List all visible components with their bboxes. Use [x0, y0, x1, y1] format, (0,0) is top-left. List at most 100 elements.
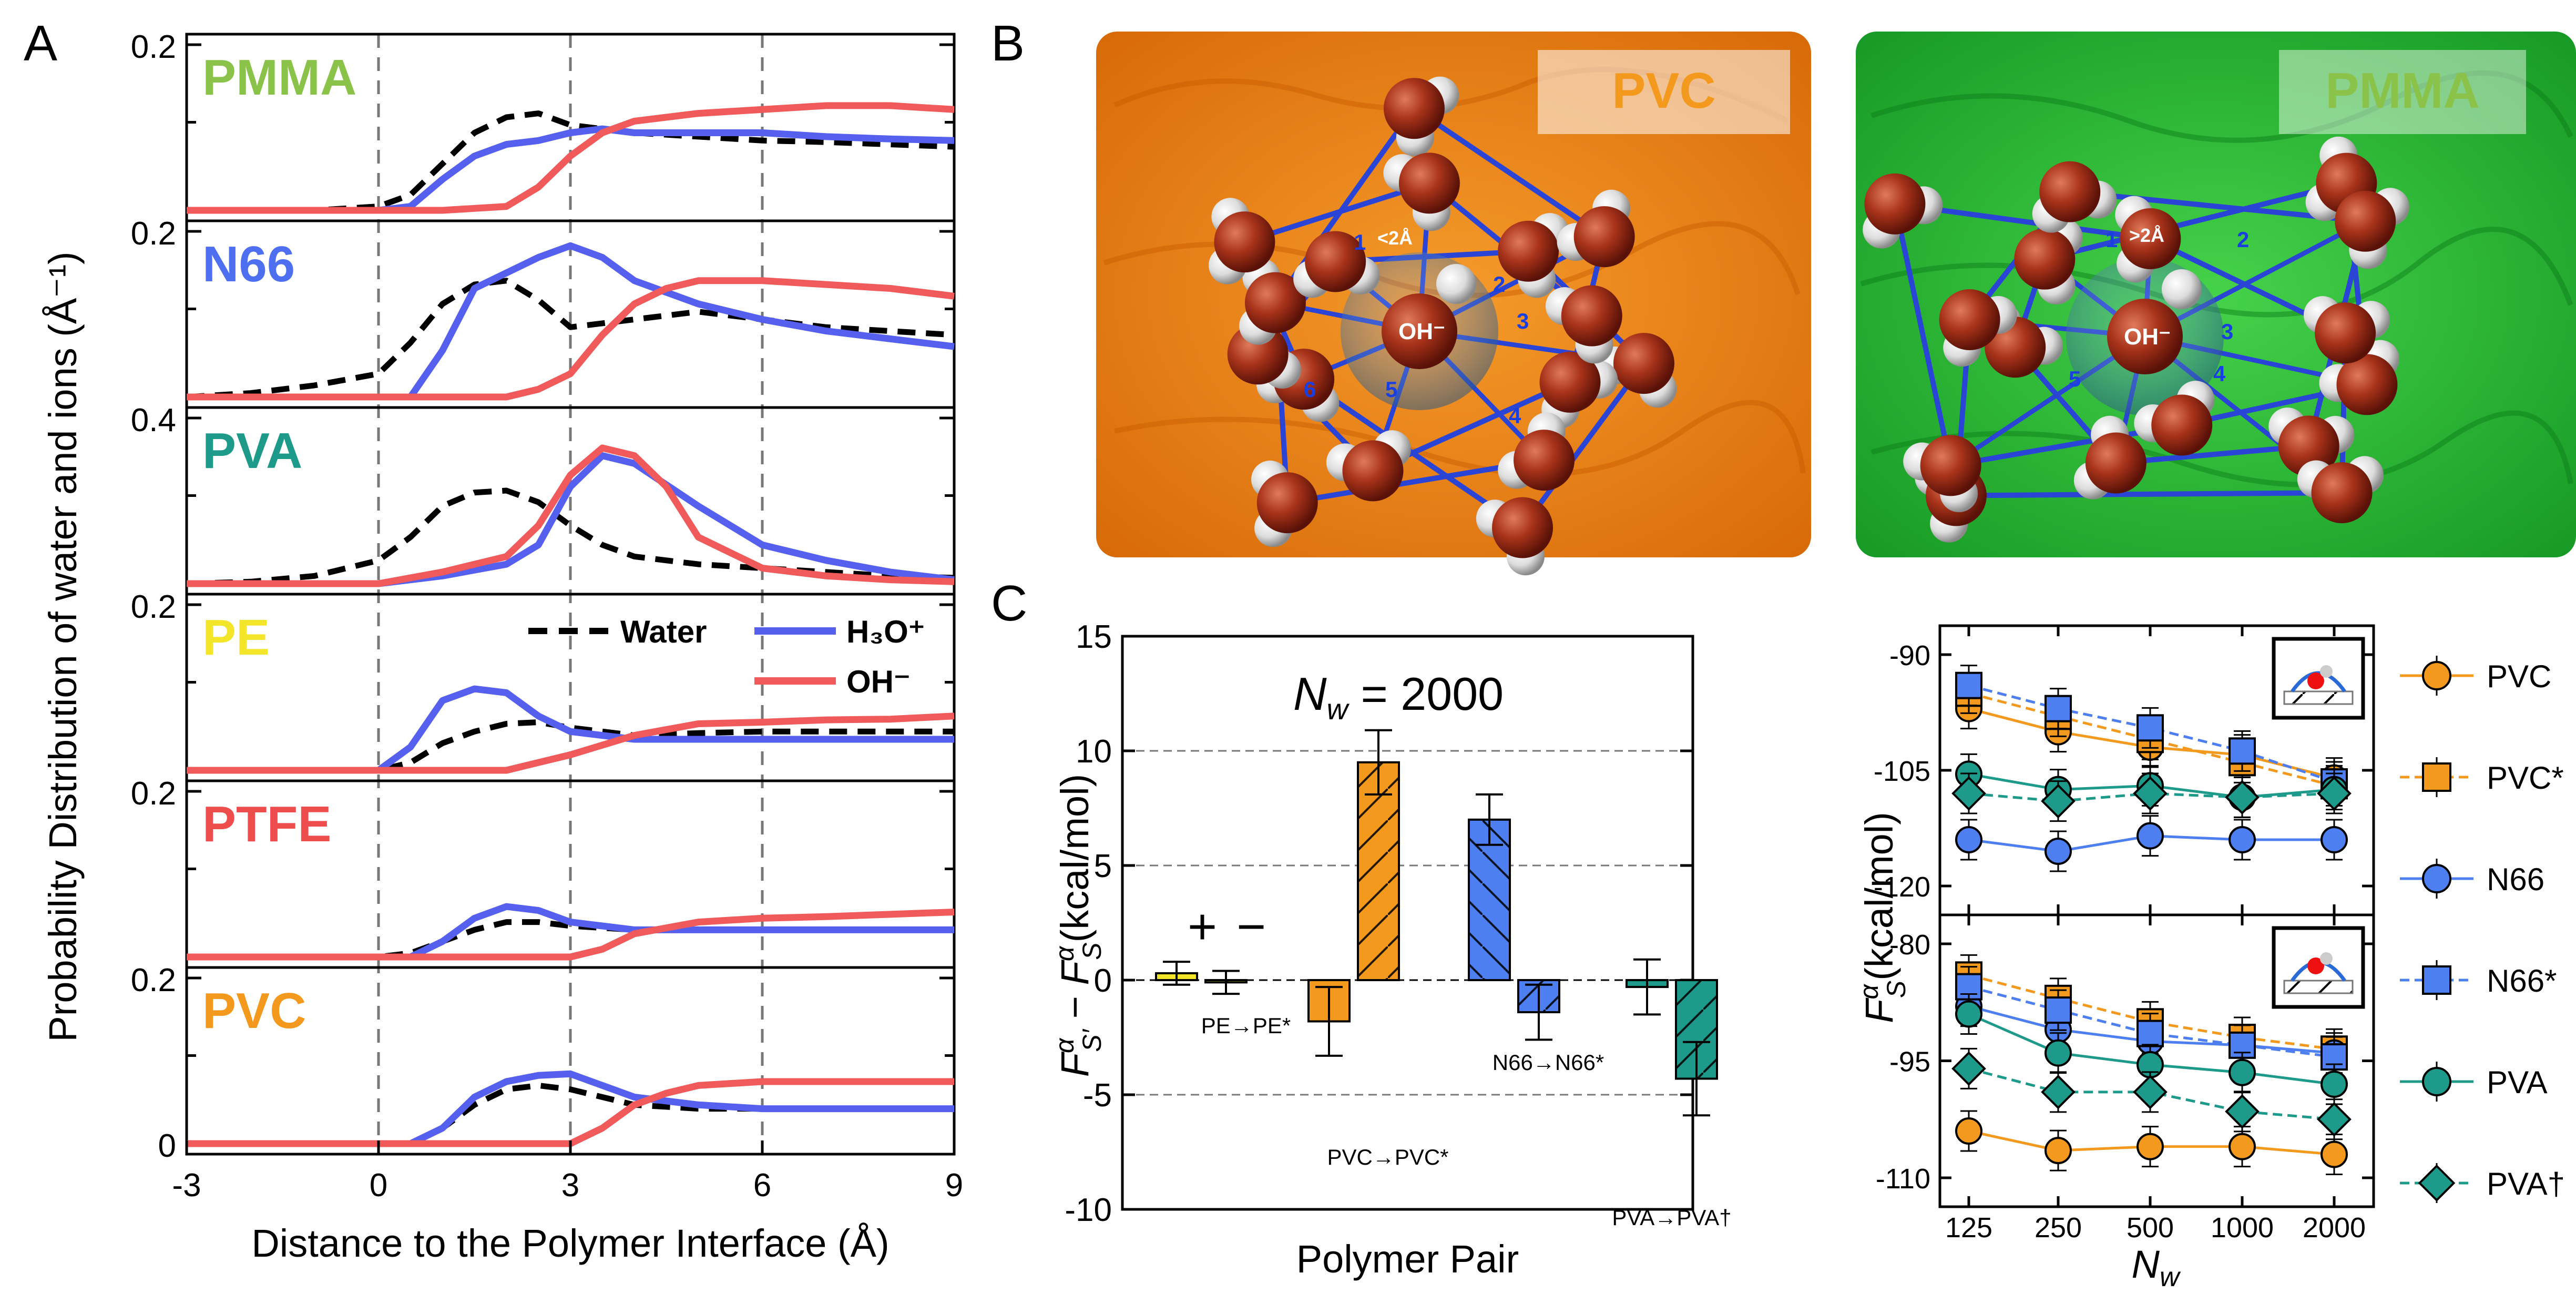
series-line-ohminus	[187, 102, 955, 214]
ytick-label: -10	[1065, 1192, 1112, 1228]
marker-circle	[2045, 1039, 2072, 1067]
snapshot-pmma: PMMA OH⁻ >2Å 1 2 3 4 5	[1856, 32, 2576, 557]
pmma-label-box	[2279, 50, 2526, 134]
hbond-line	[1956, 490, 2342, 498]
coordination-number: 2	[2237, 227, 2249, 252]
ytick-label: 15	[1076, 619, 1112, 655]
marker-circle	[2137, 822, 2164, 850]
panel-a-subplot-n66: 0.2 N66	[131, 216, 956, 409]
series-line-h3oplus	[187, 242, 955, 401]
ytick-label: 10	[1076, 733, 1112, 770]
marker-circle	[2321, 1071, 2348, 1098]
legend-item-PVC: PVC	[2400, 656, 2551, 696]
ytick-label: -105	[1874, 756, 1930, 787]
marker-circle	[2321, 826, 2348, 853]
sign-plus: +	[1188, 899, 1217, 955]
hbond-line	[1413, 106, 1606, 239]
inset-hydrogen	[2320, 665, 2333, 678]
ytick-label: 0	[1094, 963, 1112, 999]
ytick-label: -80	[1889, 929, 1930, 961]
marker-square	[2045, 695, 2072, 722]
marker-circle	[2422, 1067, 2451, 1096]
marker-circle	[1955, 1117, 1982, 1145]
oxygen-atom	[1613, 333, 1674, 394]
legend-label: PVC*	[2487, 760, 2564, 796]
bar-group-0: PE→PE*	[1155, 961, 1291, 1038]
bar-chart-title: Nw = 2000	[1293, 668, 1504, 726]
scatter-line-PVC*	[1968, 691, 2335, 787]
marker-circle	[2137, 1133, 2164, 1160]
ytick-label: -90	[1889, 640, 1930, 671]
marker-diamond	[2133, 1075, 2168, 1109]
hydrogen-atom	[2162, 269, 2202, 309]
marker-diamond	[2133, 776, 2168, 811]
marker-circle	[1955, 826, 1982, 853]
scatter-xlabel: Nw	[2131, 1242, 2181, 1292]
bar-group-1: PVC→PVC*	[1307, 729, 1449, 1169]
ytick-label: -120	[1874, 871, 1930, 903]
coordination-number: 3	[2221, 319, 2233, 344]
series-line-ohminus	[187, 277, 955, 401]
hydroxide-label: OH⁻	[1398, 319, 1445, 344]
xtick-label: 500	[2127, 1212, 2174, 1244]
series-line-ohminus	[187, 1078, 954, 1147]
oxygen-atom	[1492, 497, 1553, 558]
ytick-label: 0.2	[131, 589, 176, 625]
oxygen-atom	[1498, 220, 1559, 282]
panel-a-xlabel: Distance to the Polymer Interface (Å)	[251, 1221, 889, 1265]
coordination-number: 4	[1509, 403, 1521, 428]
marker-square	[1955, 671, 1982, 699]
marker-circle	[2045, 1137, 2072, 1165]
bar-chart-frame	[1121, 635, 1694, 1211]
xtick-label: 250	[2035, 1212, 2082, 1244]
marker-circle	[2422, 661, 2451, 690]
surface-inset-icon	[2272, 926, 2365, 1009]
oxygen-atom	[2014, 228, 2076, 290]
marker-square	[2045, 996, 2072, 1024]
ytick-label: -95	[1889, 1046, 1930, 1078]
bar-group-3: PVA→PVA†	[1612, 958, 1732, 1230]
oxygen-atom	[2039, 161, 2101, 222]
ytick-label: -5	[1083, 1077, 1112, 1114]
coordination-number: 3	[1517, 309, 1529, 333]
xtick-label: 1000	[2211, 1212, 2274, 1244]
legend-water-label: Water	[620, 614, 707, 649]
oxygen-atom	[1920, 435, 1981, 496]
panel-a: Probability Distribution of water and io…	[41, 29, 963, 1265]
coordination-number: 1	[1354, 230, 1366, 254]
surface-inset-icon	[2272, 637, 2365, 720]
xtick-label: 2000	[2303, 1212, 2366, 1244]
series-line-ohminus	[187, 444, 955, 587]
oxygen-atom	[1573, 206, 1635, 268]
legend-item-N66*: N66*	[2400, 960, 2557, 1000]
marker-diamond	[2317, 1102, 2352, 1137]
scatter-subplot-top: -90 -105 -120	[1874, 624, 2375, 916]
inset-oxygen	[2307, 673, 2324, 689]
bar-chart-ylabel: FαS′ − FαS(kcal/mol)	[1050, 774, 1107, 1077]
hydroxide-label: OH⁻	[2124, 324, 2171, 350]
series-line-water	[187, 110, 955, 213]
oxygen-atom	[2336, 354, 2398, 415]
oxygen-atom	[1342, 440, 1404, 502]
subplot-title: PMMA	[202, 49, 356, 106]
marker-square	[2229, 737, 2256, 765]
bar-group-label: N66→N66*	[1493, 1050, 1604, 1075]
panel-c-bar-chart: 15 10 5 0 -5 -10 Nw = 2000 FαS′ − FαS(kcal/mol)…	[1050, 619, 1732, 1281]
scatter-line-PVC*	[1968, 973, 2335, 1051]
oxygen-atom	[1244, 272, 1306, 333]
oxygen-atom	[1864, 173, 1926, 235]
ytick-label: -110	[1876, 1163, 1930, 1195]
scatter-line-N66*	[1968, 985, 2335, 1058]
ytick-label: 0	[158, 1128, 176, 1164]
panel-letter-b: B	[991, 15, 1025, 72]
legend-item-PVA: PVA	[2400, 1062, 2548, 1102]
xtick-label: -3	[172, 1167, 201, 1204]
panel-c-legend: PVC PVC* N66 N66* PVA PVA†	[2400, 656, 2565, 1203]
panel-a-legend: Water H₃O⁺ OH⁻	[528, 614, 925, 699]
inset-oxygen	[2307, 957, 2324, 974]
hbond-line	[2115, 443, 2309, 466]
legend-h3o-label: H₃O⁺	[846, 614, 925, 649]
hbond-line	[1243, 180, 1430, 244]
coordination-number: 5	[2069, 366, 2081, 391]
